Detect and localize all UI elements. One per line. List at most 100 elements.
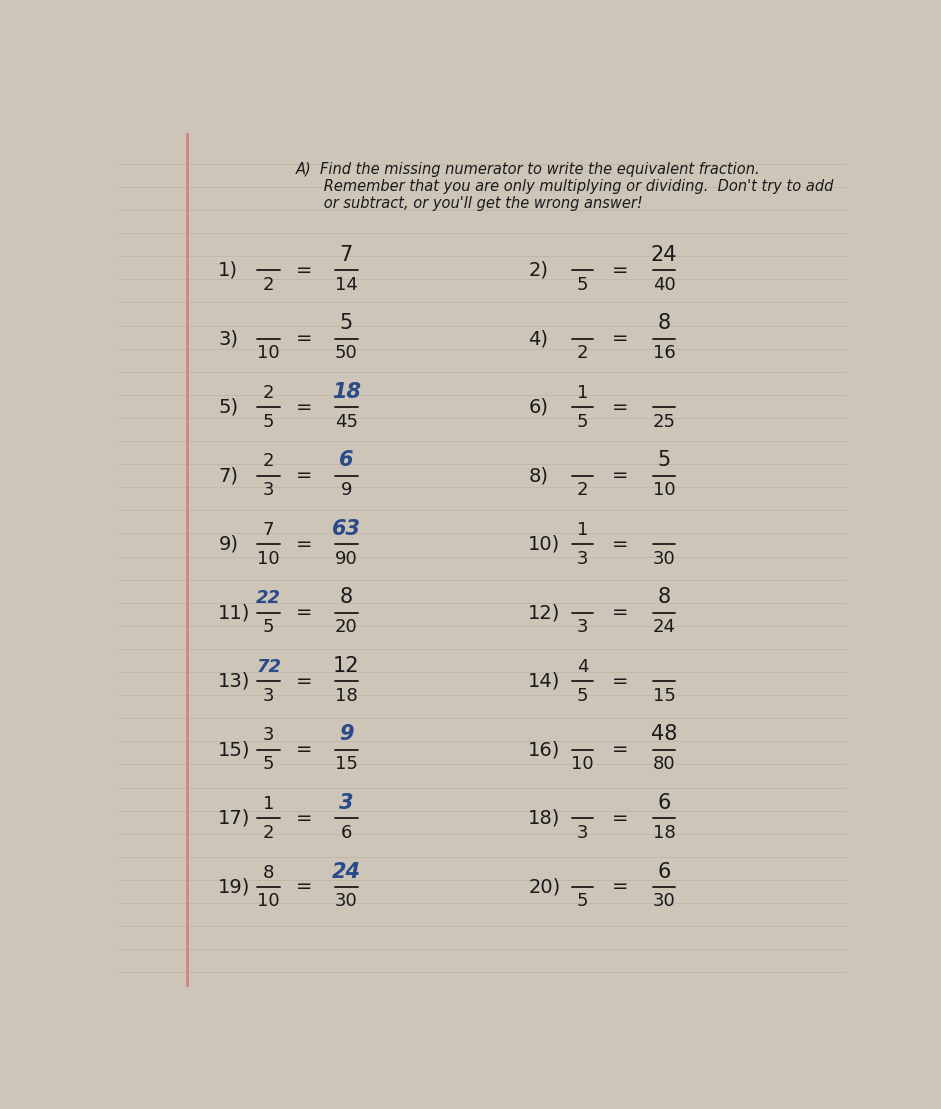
Text: 18: 18 [653, 824, 676, 842]
Text: 15): 15) [218, 741, 251, 760]
Text: 12): 12) [529, 603, 561, 622]
Text: 6: 6 [339, 450, 354, 470]
Text: 5: 5 [577, 275, 588, 294]
Text: 8): 8) [529, 466, 549, 486]
Text: =: = [612, 466, 628, 486]
Text: 2: 2 [263, 824, 275, 842]
Text: =: = [612, 398, 628, 417]
Text: A)  Find the missing numerator to write the equivalent fraction.: A) Find the missing numerator to write t… [295, 162, 760, 177]
Text: 2: 2 [263, 275, 275, 294]
Text: 7: 7 [340, 245, 353, 265]
Text: 5: 5 [577, 686, 588, 704]
Text: 7): 7) [218, 466, 238, 486]
Text: 20: 20 [335, 618, 358, 637]
Text: 3: 3 [339, 793, 354, 813]
Text: 2: 2 [263, 384, 275, 401]
Text: 12: 12 [333, 655, 359, 675]
Text: 2: 2 [577, 481, 588, 499]
Text: 3: 3 [577, 618, 588, 637]
Text: =: = [612, 808, 628, 828]
Text: 10: 10 [571, 755, 594, 773]
Text: 1: 1 [577, 521, 588, 539]
Text: 10: 10 [258, 550, 280, 568]
Text: =: = [612, 535, 628, 553]
Text: 4: 4 [577, 658, 588, 675]
Text: 3: 3 [263, 686, 275, 704]
Text: 5: 5 [577, 413, 588, 430]
Text: 22: 22 [256, 589, 281, 608]
Text: 8: 8 [340, 588, 353, 608]
Text: 3): 3) [218, 329, 238, 348]
Text: 48: 48 [651, 724, 678, 744]
Text: 6: 6 [658, 793, 671, 813]
Text: 4): 4) [529, 329, 549, 348]
Text: 30: 30 [653, 550, 676, 568]
Text: =: = [295, 603, 311, 622]
Text: 1: 1 [263, 795, 275, 813]
Text: 18): 18) [529, 808, 561, 828]
Text: 6): 6) [529, 398, 549, 417]
Text: 8: 8 [263, 864, 275, 882]
Text: 5: 5 [658, 450, 671, 470]
Text: 80: 80 [653, 755, 676, 773]
Text: 6: 6 [658, 862, 671, 882]
Text: 11): 11) [218, 603, 250, 622]
Text: =: = [295, 398, 311, 417]
Text: 14: 14 [335, 275, 358, 294]
Text: 16: 16 [653, 344, 676, 362]
Text: =: = [612, 603, 628, 622]
Text: 40: 40 [653, 275, 676, 294]
Text: 5: 5 [263, 618, 275, 637]
Text: 30: 30 [653, 893, 676, 910]
Text: 14): 14) [529, 672, 561, 691]
Text: 15: 15 [335, 755, 358, 773]
Text: 1: 1 [577, 384, 588, 401]
Text: 5: 5 [263, 413, 275, 430]
Text: 8: 8 [658, 588, 671, 608]
Text: 2): 2) [529, 261, 549, 279]
Text: 25: 25 [652, 413, 676, 430]
Text: =: = [612, 329, 628, 348]
Text: 50: 50 [335, 344, 358, 362]
Text: =: = [295, 672, 311, 691]
Text: =: = [612, 261, 628, 279]
Text: 63: 63 [332, 519, 360, 539]
Text: 5: 5 [340, 313, 353, 334]
Text: 13): 13) [218, 672, 250, 691]
Text: 8: 8 [658, 313, 671, 334]
Text: =: = [295, 261, 311, 279]
Text: 9: 9 [339, 724, 354, 744]
Text: 9: 9 [341, 481, 352, 499]
Text: 2: 2 [577, 344, 588, 362]
Text: 15: 15 [652, 686, 676, 704]
Text: 24: 24 [332, 862, 360, 882]
Text: 3: 3 [577, 824, 588, 842]
Text: 9): 9) [218, 535, 238, 553]
Text: =: = [295, 329, 311, 348]
Text: 16): 16) [529, 741, 561, 760]
Text: =: = [612, 672, 628, 691]
Text: 30: 30 [335, 893, 358, 910]
Text: =: = [295, 808, 311, 828]
Text: 10: 10 [258, 344, 280, 362]
Text: 2: 2 [263, 452, 275, 470]
Text: Remember that you are only multiplying or dividing.  Don't try to add: Remember that you are only multiplying o… [295, 180, 833, 194]
Text: 3: 3 [577, 550, 588, 568]
Text: =: = [612, 741, 628, 760]
Text: 90: 90 [335, 550, 358, 568]
Text: =: = [295, 535, 311, 553]
Text: =: = [295, 877, 311, 896]
Text: 6: 6 [341, 824, 352, 842]
Text: =: = [295, 466, 311, 486]
Text: 10: 10 [653, 481, 676, 499]
Text: 20): 20) [529, 877, 561, 896]
Text: 24: 24 [651, 245, 678, 265]
Text: 5: 5 [577, 893, 588, 910]
Text: 3: 3 [263, 481, 275, 499]
Text: 10): 10) [529, 535, 561, 553]
Text: 18: 18 [332, 381, 360, 401]
Text: 10: 10 [258, 893, 280, 910]
Text: 1): 1) [218, 261, 238, 279]
Text: 19): 19) [218, 877, 250, 896]
Text: 24: 24 [652, 618, 676, 637]
